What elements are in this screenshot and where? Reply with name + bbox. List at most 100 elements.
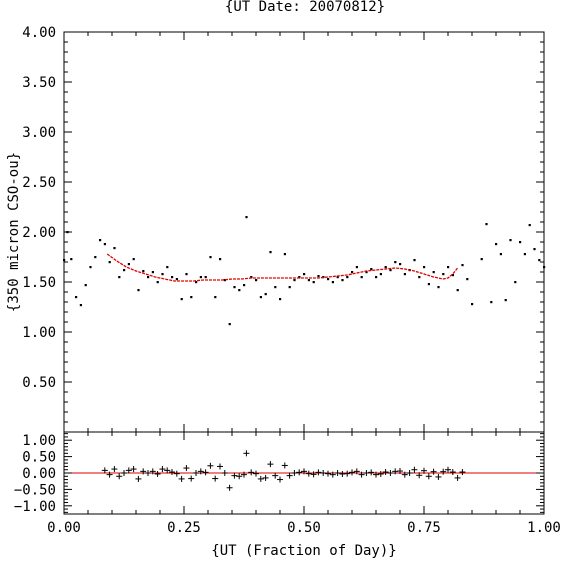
residual-point — [315, 469, 322, 476]
residual-point — [296, 469, 303, 476]
data-point — [327, 278, 330, 281]
residual-point — [267, 461, 274, 468]
residual-point — [159, 466, 166, 473]
residual-point — [188, 475, 195, 482]
residual-point — [301, 468, 307, 475]
data-point — [269, 251, 272, 254]
chart-title: {UT Date: 20070812} — [225, 0, 385, 15]
data-point — [389, 269, 392, 272]
data-point — [490, 301, 493, 304]
residual-point — [325, 470, 331, 477]
data-point — [127, 263, 130, 266]
data-point — [514, 281, 517, 284]
data-point — [355, 266, 358, 269]
data-point — [384, 266, 387, 269]
data-point — [214, 296, 217, 299]
residual-point — [368, 469, 375, 476]
residual-point — [106, 471, 113, 478]
y-tick-label: 2.00 — [22, 225, 56, 241]
residual-point — [305, 470, 312, 477]
top-panel-y-axis-label: {350 micron CSO-ou} — [6, 152, 22, 312]
data-point — [243, 284, 246, 287]
data-point — [118, 276, 121, 279]
data-point — [190, 296, 193, 299]
data-point — [259, 296, 262, 299]
data-point — [94, 256, 97, 259]
bottom-panel-y-tick-labels: −1.00−0.500.000.501.00 — [14, 433, 56, 515]
residual-point — [253, 470, 259, 477]
y-tick-label: 1.00 — [22, 325, 56, 341]
residual-point — [329, 471, 336, 478]
data-point — [233, 286, 236, 289]
residual-point — [277, 476, 283, 483]
residual-point — [459, 469, 466, 476]
residual-point — [454, 474, 461, 481]
residual-point — [281, 462, 288, 469]
residual-point — [248, 469, 255, 476]
residual-point — [358, 471, 365, 478]
data-point — [171, 276, 174, 279]
residual-point — [154, 470, 161, 477]
data-point — [360, 276, 363, 279]
data-point — [495, 243, 498, 246]
data-point — [403, 273, 406, 276]
residual-point — [193, 470, 199, 476]
data-point — [113, 247, 116, 250]
residual-point — [236, 473, 243, 480]
data-point — [238, 289, 241, 292]
data-point — [84, 284, 87, 287]
residual-point — [344, 470, 351, 477]
residual-point — [221, 470, 228, 476]
y-tick-label: 1.50 — [22, 275, 56, 291]
data-point — [442, 273, 445, 276]
data-point — [528, 224, 531, 227]
top-panel-ticks — [63, 31, 545, 433]
residual-point — [135, 475, 142, 482]
residual-point — [262, 474, 269, 481]
x-tick-label: 0.25 — [167, 520, 201, 536]
data-point — [228, 323, 231, 326]
data-point — [156, 281, 159, 284]
data-point — [264, 293, 267, 296]
bottom-panel: −1.00−0.500.000.501.00 0.00 0.25 0.50 0.75 1… — [14, 431, 561, 559]
data-point — [250, 276, 253, 279]
residual-point — [363, 470, 370, 476]
residual-point — [440, 468, 447, 475]
data-point — [63, 259, 66, 262]
data-point — [142, 270, 145, 273]
residual-point — [349, 469, 355, 476]
data-point — [538, 259, 541, 262]
data-point — [312, 281, 315, 284]
data-point — [519, 241, 522, 244]
residual-point — [445, 466, 451, 473]
data-point — [437, 286, 440, 289]
data-point — [471, 303, 474, 306]
residual-point — [257, 475, 264, 482]
data-point — [274, 286, 277, 289]
data-point — [180, 298, 183, 301]
data-point — [466, 278, 469, 281]
residual-point — [130, 466, 137, 473]
residual-point — [435, 473, 442, 480]
x-tick-labels: 0.00 0.25 0.50 0.75 1.00 — [47, 520, 561, 536]
data-point — [509, 239, 512, 242]
data-point — [223, 279, 226, 282]
data-point — [303, 273, 306, 276]
data-point — [108, 261, 111, 264]
residual-point — [286, 472, 293, 479]
data-point — [370, 268, 373, 271]
y-tick-label: −0.50 — [14, 482, 56, 498]
data-point — [75, 296, 78, 299]
data-point — [331, 281, 334, 284]
x-tick-label: 0.50 — [287, 520, 321, 536]
data-point — [103, 243, 106, 246]
data-point — [298, 276, 301, 279]
residual-point — [183, 465, 190, 472]
data-point — [185, 273, 188, 276]
top-panel-y-tick-labels: 0.50 1.00 1.50 2.00 2.50 3.00 3.50 4.00 — [22, 25, 56, 391]
residual-point — [310, 471, 317, 478]
data-point — [451, 274, 454, 277]
y-tick-label: 4.00 — [22, 25, 56, 41]
data-point — [504, 299, 507, 302]
y-tick-label: −1.00 — [14, 499, 56, 515]
